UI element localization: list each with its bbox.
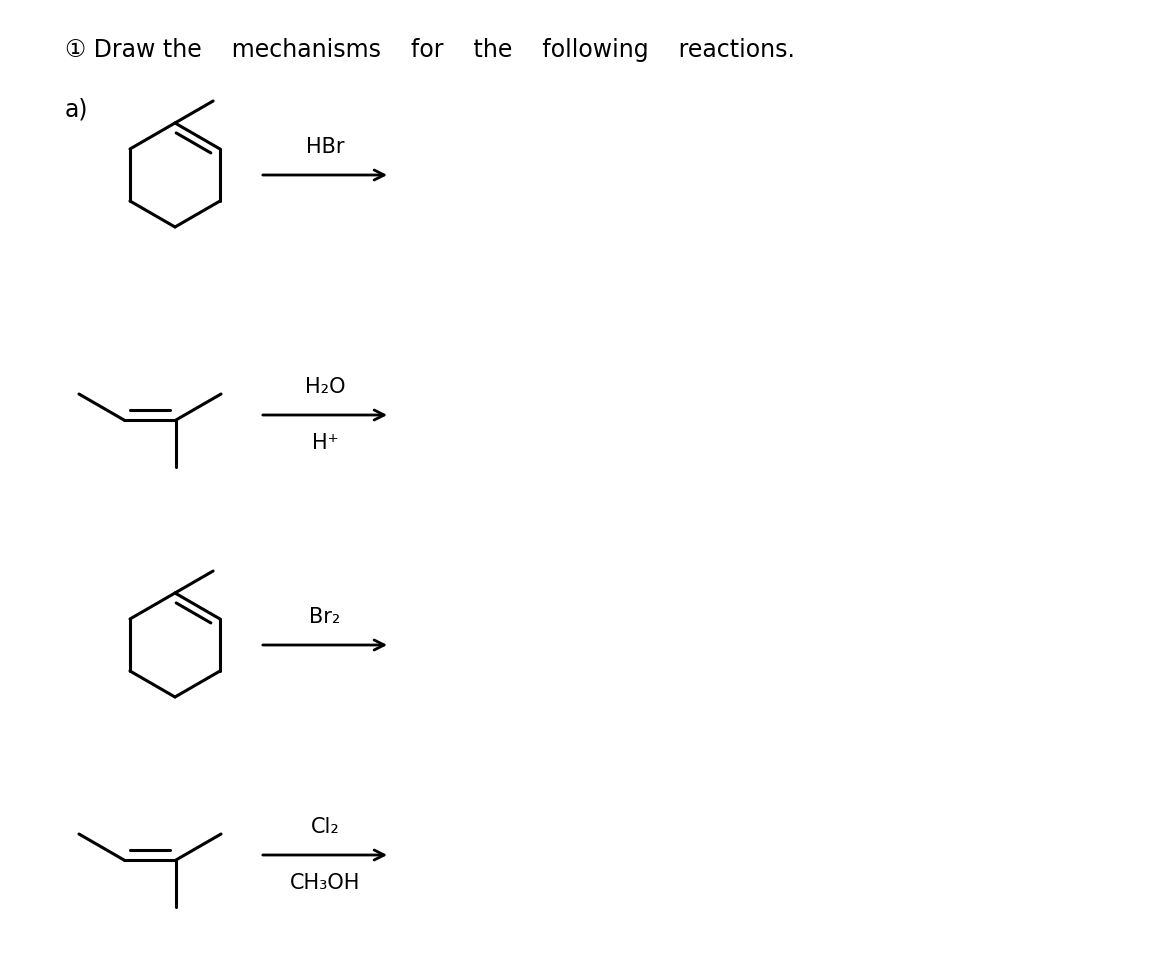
Text: CH₃OH: CH₃OH	[290, 873, 360, 893]
Text: ① Draw the    mechanisms    for    the    following    reactions.: ① Draw the mechanisms for the following …	[66, 38, 794, 62]
Text: Cl₂: Cl₂	[310, 817, 339, 837]
Text: H⁺: H⁺	[311, 433, 338, 453]
Text: HBr: HBr	[305, 137, 344, 157]
Text: H₂O: H₂O	[304, 377, 345, 397]
Text: Br₂: Br₂	[309, 607, 340, 627]
Text: a): a)	[66, 98, 89, 122]
